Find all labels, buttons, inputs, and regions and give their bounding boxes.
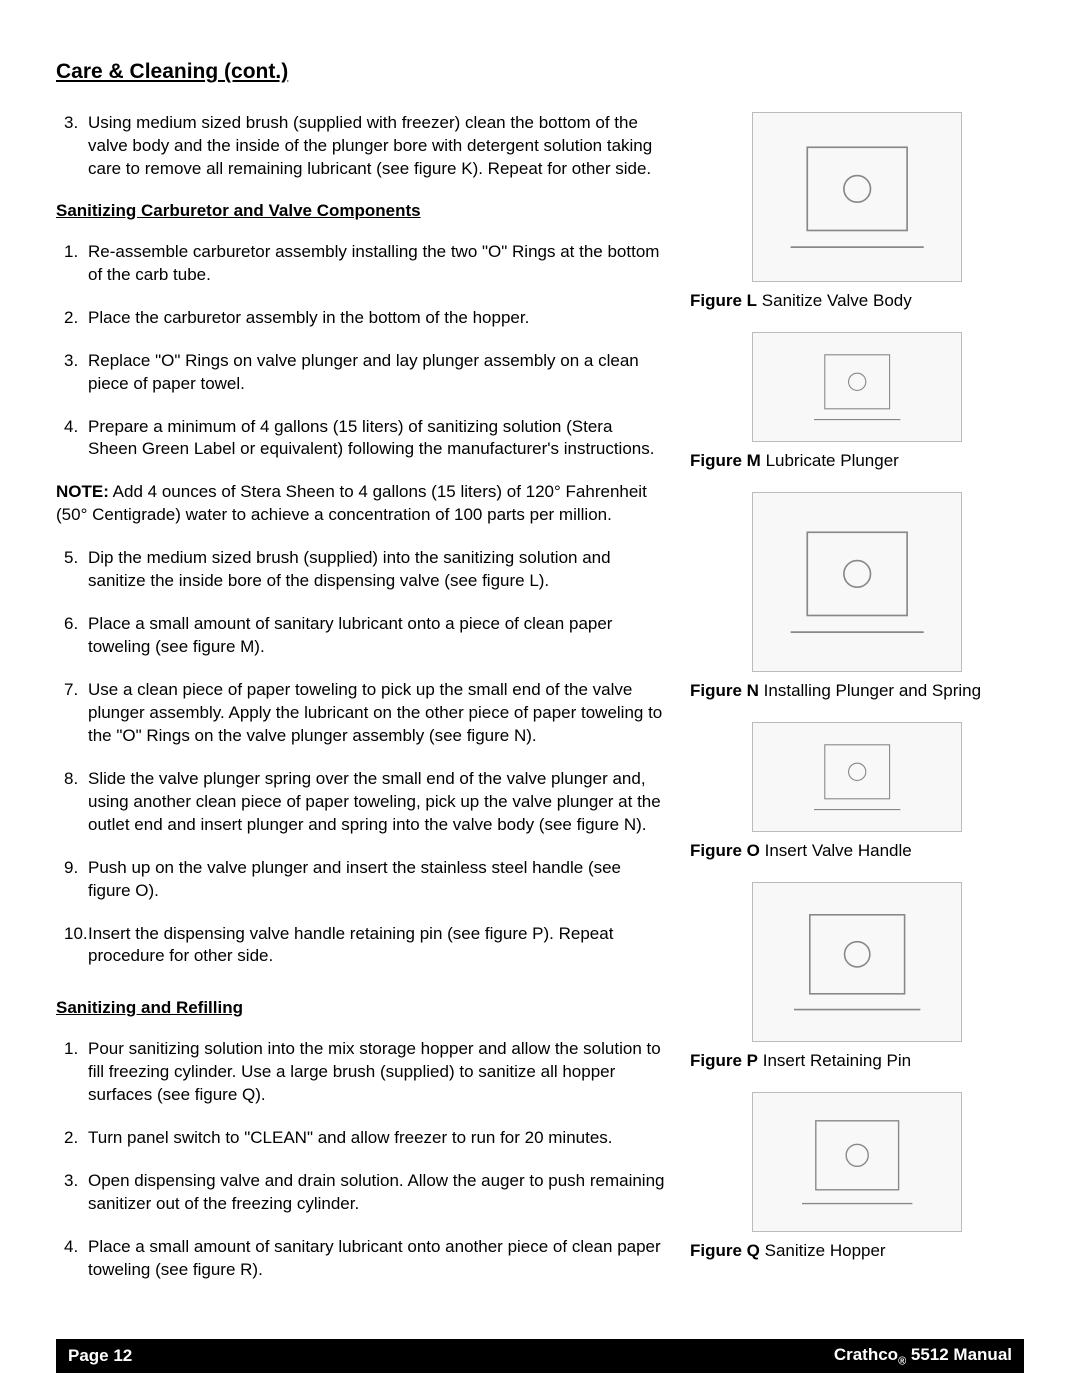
item-number: 3. <box>64 112 88 181</box>
figure-block: Figure L Sanitize Valve Body <box>690 112 1024 312</box>
figure-label: Figure P <box>690 1051 758 1070</box>
list-item: 3. Using medium sized brush (supplied wi… <box>56 112 666 181</box>
item-number: 1. <box>64 1038 88 1107</box>
figure-label: Figure O <box>690 841 760 860</box>
figure-caption: Figure L Sanitize Valve Body <box>690 290 1024 312</box>
list-item: 1.Re-assemble carburetor assembly instal… <box>56 241 666 287</box>
list-item: 5.Dip the medium sized brush (supplied) … <box>56 547 666 593</box>
figure-caption-text: Lubricate Plunger <box>761 451 899 470</box>
item-number: 10. <box>64 923 88 969</box>
note-label: NOTE: <box>56 482 109 501</box>
figure-block: Figure N Installing Plunger and Spring <box>690 492 1024 702</box>
item-text: Place a small amount of sanitary lubrica… <box>88 1236 666 1282</box>
item-text: Place the carburetor assembly in the bot… <box>88 307 666 330</box>
item-number: 1. <box>64 241 88 287</box>
main-text-column: 3. Using medium sized brush (supplied wi… <box>56 112 666 1302</box>
item-number: 7. <box>64 679 88 748</box>
item-text: Slide the valve plunger spring over the … <box>88 768 666 837</box>
item-text: Replace "O" Rings on valve plunger and l… <box>88 350 666 396</box>
list-item: 9.Push up on the valve plunger and inser… <box>56 857 666 903</box>
item-text: Using medium sized brush (supplied with … <box>88 112 666 181</box>
item-text: Open dispensing valve and drain solution… <box>88 1170 666 1216</box>
list-item: 6.Place a small amount of sanitary lubri… <box>56 613 666 659</box>
item-text: Pour sanitizing solution into the mix st… <box>88 1038 666 1107</box>
figure-block: Figure P Insert Retaining Pin <box>690 882 1024 1072</box>
item-text: Use a clean piece of paper toweling to p… <box>88 679 666 748</box>
note-paragraph: NOTE: Add 4 ounces of Stera Sheen to 4 g… <box>56 481 666 527</box>
list-item: 4.Place a small amount of sanitary lubri… <box>56 1236 666 1282</box>
figure-caption: Figure Q Sanitize Hopper <box>690 1240 1024 1262</box>
figure-label: Figure N <box>690 681 759 700</box>
figure-illustration <box>752 882 962 1042</box>
list-item: 2.Place the carburetor assembly in the b… <box>56 307 666 330</box>
item-text: Turn panel switch to "CLEAN" and allow f… <box>88 1127 666 1150</box>
item-text: Insert the dispensing valve handle retai… <box>88 923 666 969</box>
figure-illustration <box>752 1092 962 1232</box>
page-footer: Page 12 Crathco® 5512 Manual <box>56 1339 1024 1373</box>
item-number: 3. <box>64 350 88 396</box>
figure-caption: Figure O Insert Valve Handle <box>690 840 1024 862</box>
footer-page-number: Page 12 <box>68 1346 132 1366</box>
subheading-sanitizing-refilling: Sanitizing and Refilling <box>56 998 666 1018</box>
figure-caption: Figure N Installing Plunger and Spring <box>690 680 1024 702</box>
item-number: 4. <box>64 416 88 462</box>
item-text: Push up on the valve plunger and insert … <box>88 857 666 903</box>
figure-label: Figure Q <box>690 1241 760 1260</box>
figure-block: Figure Q Sanitize Hopper <box>690 1092 1024 1262</box>
list-item: 3.Replace "O" Rings on valve plunger and… <box>56 350 666 396</box>
figure-label: Figure M <box>690 451 761 470</box>
list-item: 10.Insert the dispensing valve handle re… <box>56 923 666 969</box>
list-item: 4.Prepare a minimum of 4 gallons (15 lit… <box>56 416 666 462</box>
figure-caption-text: Sanitize Valve Body <box>757 291 912 310</box>
figure-caption: Figure M Lubricate Plunger <box>690 450 1024 472</box>
figures-column: Figure L Sanitize Valve Body Figure M Lub… <box>690 112 1024 1302</box>
subheading-sanitizing-carburetor: Sanitizing Carburetor and Valve Componen… <box>56 201 666 221</box>
item-text: Re-assemble carburetor assembly installi… <box>88 241 666 287</box>
figure-caption: Figure P Insert Retaining Pin <box>690 1050 1024 1072</box>
item-number: 4. <box>64 1236 88 1282</box>
item-number: 5. <box>64 547 88 593</box>
list-item: 3.Open dispensing valve and drain soluti… <box>56 1170 666 1216</box>
item-number: 2. <box>64 307 88 330</box>
figure-caption-text: Insert Retaining Pin <box>758 1051 911 1070</box>
list-item: 2.Turn panel switch to "CLEAN" and allow… <box>56 1127 666 1150</box>
item-number: 2. <box>64 1127 88 1150</box>
footer-manual-title: Crathco® 5512 Manual <box>834 1345 1012 1367</box>
note-text: Add 4 ounces of Stera Sheen to 4 gallons… <box>56 482 647 524</box>
figure-block: Figure M Lubricate Plunger <box>690 332 1024 472</box>
item-text: Dip the medium sized brush (supplied) in… <box>88 547 666 593</box>
item-text: Prepare a minimum of 4 gallons (15 liter… <box>88 416 666 462</box>
figure-illustration <box>752 722 962 832</box>
figure-caption-text: Installing Plunger and Spring <box>759 681 981 700</box>
figure-label: Figure L <box>690 291 757 310</box>
item-number: 9. <box>64 857 88 903</box>
figure-block: Figure O Insert Valve Handle <box>690 722 1024 862</box>
section-title: Care & Cleaning (cont.) <box>56 60 1024 84</box>
list-item: 1.Pour sanitizing solution into the mix … <box>56 1038 666 1107</box>
list-item: 8.Slide the valve plunger spring over th… <box>56 768 666 837</box>
list-item: 7.Use a clean piece of paper toweling to… <box>56 679 666 748</box>
item-number: 8. <box>64 768 88 837</box>
figure-illustration <box>752 492 962 672</box>
item-number: 3. <box>64 1170 88 1216</box>
figure-caption-text: Insert Valve Handle <box>760 841 912 860</box>
figure-illustration <box>752 112 962 282</box>
figure-illustration <box>752 332 962 442</box>
item-number: 6. <box>64 613 88 659</box>
item-text: Place a small amount of sanitary lubrica… <box>88 613 666 659</box>
figure-caption-text: Sanitize Hopper <box>760 1241 886 1260</box>
